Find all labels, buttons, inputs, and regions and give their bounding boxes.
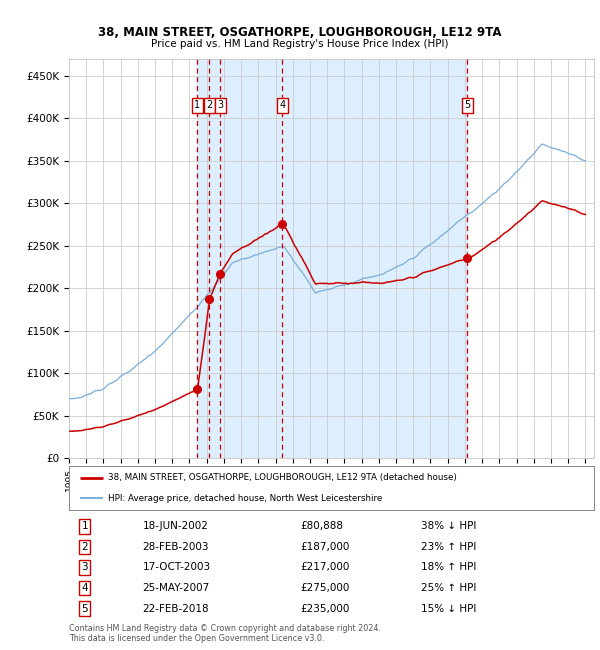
Text: Contains HM Land Registry data © Crown copyright and database right 2024.
This d: Contains HM Land Registry data © Crown c… bbox=[69, 624, 381, 644]
Text: 5: 5 bbox=[82, 604, 88, 614]
Text: 2: 2 bbox=[82, 542, 88, 552]
Text: 3: 3 bbox=[217, 100, 223, 110]
Text: HPI: Average price, detached house, North West Leicestershire: HPI: Average price, detached house, Nort… bbox=[109, 494, 383, 503]
Bar bbox=[197, 58, 467, 458]
Text: 28-FEB-2003: 28-FEB-2003 bbox=[143, 542, 209, 552]
Text: £80,888: £80,888 bbox=[300, 521, 343, 531]
Text: £235,000: £235,000 bbox=[300, 604, 349, 614]
Text: 1: 1 bbox=[194, 100, 200, 110]
Text: 1: 1 bbox=[82, 521, 88, 531]
Text: 18-JUN-2002: 18-JUN-2002 bbox=[143, 521, 208, 531]
Text: 18% ↑ HPI: 18% ↑ HPI bbox=[421, 562, 476, 573]
Text: 17-OCT-2003: 17-OCT-2003 bbox=[143, 562, 211, 573]
Text: £275,000: £275,000 bbox=[300, 583, 349, 593]
Text: 38, MAIN STREET, OSGATHORPE, LOUGHBOROUGH, LE12 9TA (detached house): 38, MAIN STREET, OSGATHORPE, LOUGHBOROUG… bbox=[109, 473, 457, 482]
Text: 2: 2 bbox=[206, 100, 212, 110]
Text: £217,000: £217,000 bbox=[300, 562, 349, 573]
Text: 4: 4 bbox=[279, 100, 286, 110]
Text: 15% ↓ HPI: 15% ↓ HPI bbox=[421, 604, 476, 614]
Text: £187,000: £187,000 bbox=[300, 542, 349, 552]
Text: 3: 3 bbox=[82, 562, 88, 573]
Text: 4: 4 bbox=[82, 583, 88, 593]
Text: 25-MAY-2007: 25-MAY-2007 bbox=[143, 583, 210, 593]
Text: 25% ↑ HPI: 25% ↑ HPI bbox=[421, 583, 476, 593]
Text: 38% ↓ HPI: 38% ↓ HPI bbox=[421, 521, 476, 531]
Text: 38, MAIN STREET, OSGATHORPE, LOUGHBOROUGH, LE12 9TA: 38, MAIN STREET, OSGATHORPE, LOUGHBOROUG… bbox=[98, 26, 502, 39]
Text: 5: 5 bbox=[464, 100, 470, 110]
Text: 23% ↑ HPI: 23% ↑ HPI bbox=[421, 542, 476, 552]
Text: Price paid vs. HM Land Registry's House Price Index (HPI): Price paid vs. HM Land Registry's House … bbox=[151, 39, 449, 49]
Text: 22-FEB-2018: 22-FEB-2018 bbox=[143, 604, 209, 614]
